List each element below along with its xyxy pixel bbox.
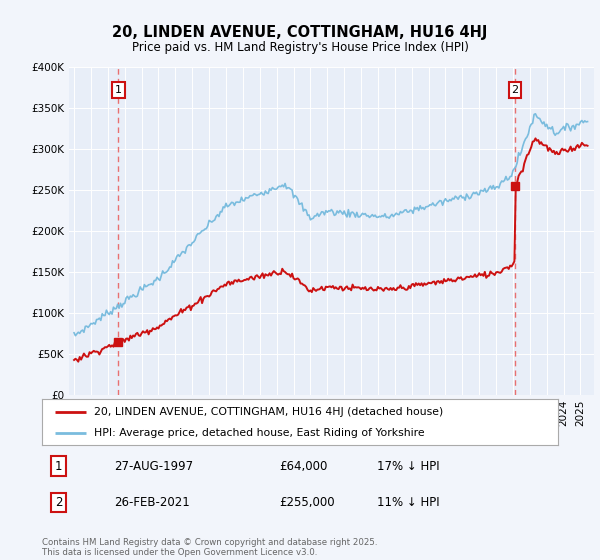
Text: 17% ↓ HPI: 17% ↓ HPI [377, 460, 440, 473]
Text: 11% ↓ HPI: 11% ↓ HPI [377, 496, 440, 509]
Text: £255,000: £255,000 [280, 496, 335, 509]
Text: 2: 2 [512, 85, 518, 95]
Text: 20, LINDEN AVENUE, COTTINGHAM, HU16 4HJ (detached house): 20, LINDEN AVENUE, COTTINGHAM, HU16 4HJ … [94, 407, 443, 417]
Text: 1: 1 [115, 85, 122, 95]
Text: 26-FEB-2021: 26-FEB-2021 [114, 496, 190, 509]
Text: 27-AUG-1997: 27-AUG-1997 [114, 460, 193, 473]
Text: 1: 1 [55, 460, 62, 473]
Text: £64,000: £64,000 [280, 460, 328, 473]
Text: 20, LINDEN AVENUE, COTTINGHAM, HU16 4HJ: 20, LINDEN AVENUE, COTTINGHAM, HU16 4HJ [112, 25, 488, 40]
Text: Price paid vs. HM Land Registry's House Price Index (HPI): Price paid vs. HM Land Registry's House … [131, 40, 469, 54]
Text: HPI: Average price, detached house, East Riding of Yorkshire: HPI: Average price, detached house, East… [94, 428, 424, 438]
Text: 2: 2 [55, 496, 62, 509]
Text: Contains HM Land Registry data © Crown copyright and database right 2025.
This d: Contains HM Land Registry data © Crown c… [42, 538, 377, 557]
